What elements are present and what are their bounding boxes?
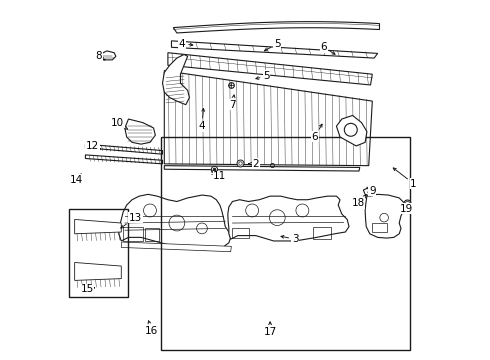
Text: 6: 6 bbox=[320, 42, 335, 54]
Bar bbox=[69, 209, 128, 297]
Polygon shape bbox=[364, 188, 375, 196]
Polygon shape bbox=[172, 41, 378, 58]
Text: 5: 5 bbox=[256, 71, 270, 81]
Polygon shape bbox=[122, 242, 231, 252]
Text: 10: 10 bbox=[111, 118, 127, 129]
Text: 18: 18 bbox=[351, 195, 366, 208]
Polygon shape bbox=[74, 220, 122, 234]
Text: 8: 8 bbox=[96, 51, 105, 61]
Text: 9: 9 bbox=[368, 186, 376, 196]
Text: 6: 6 bbox=[312, 124, 322, 142]
Text: 1: 1 bbox=[393, 168, 417, 189]
Text: 11: 11 bbox=[213, 171, 226, 181]
Text: 2: 2 bbox=[249, 159, 259, 169]
Polygon shape bbox=[228, 196, 349, 241]
Text: 13: 13 bbox=[121, 213, 142, 228]
Polygon shape bbox=[85, 144, 163, 154]
Text: 7: 7 bbox=[229, 95, 236, 110]
Text: 4: 4 bbox=[179, 39, 193, 49]
Bar bbox=[372, 223, 387, 232]
Bar bbox=[313, 226, 331, 239]
Polygon shape bbox=[100, 51, 116, 60]
Polygon shape bbox=[337, 116, 367, 146]
Bar bbox=[232, 228, 248, 238]
Polygon shape bbox=[125, 119, 155, 144]
Polygon shape bbox=[365, 194, 405, 238]
Text: 15: 15 bbox=[80, 284, 95, 294]
Text: 17: 17 bbox=[264, 322, 277, 337]
Polygon shape bbox=[163, 54, 190, 105]
Polygon shape bbox=[164, 71, 372, 166]
Polygon shape bbox=[164, 166, 360, 171]
Polygon shape bbox=[85, 155, 163, 164]
Polygon shape bbox=[173, 22, 379, 33]
Text: 16: 16 bbox=[145, 321, 158, 336]
Polygon shape bbox=[168, 53, 372, 85]
Text: 4: 4 bbox=[198, 108, 205, 131]
Polygon shape bbox=[119, 194, 231, 250]
Polygon shape bbox=[74, 262, 122, 280]
Text: 19: 19 bbox=[400, 204, 413, 214]
Bar bbox=[161, 137, 410, 350]
Text: 5: 5 bbox=[265, 39, 281, 51]
Text: 12: 12 bbox=[86, 141, 100, 151]
Text: 3: 3 bbox=[281, 234, 298, 244]
Text: 14: 14 bbox=[70, 175, 84, 185]
Bar bbox=[123, 226, 143, 241]
Bar bbox=[145, 228, 159, 241]
